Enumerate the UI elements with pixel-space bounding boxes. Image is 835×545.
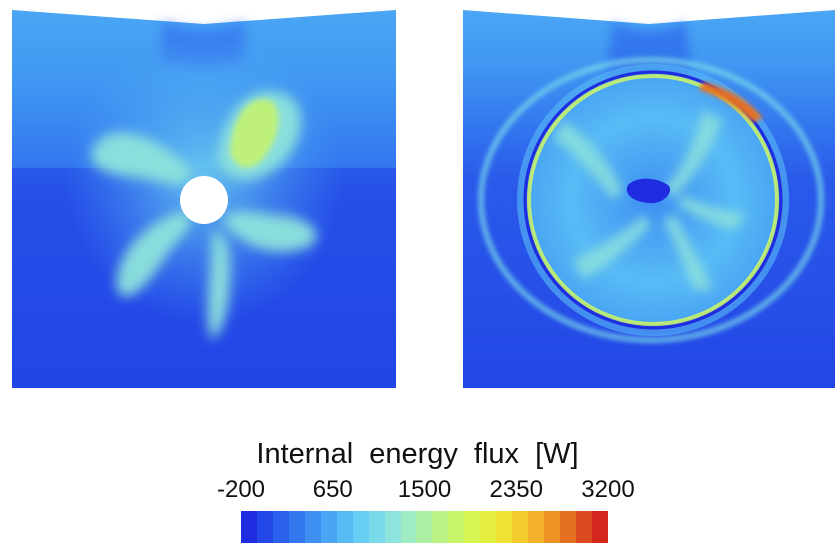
colorbar-swatch (272, 511, 289, 543)
colorbar-swatch (576, 511, 592, 543)
colorbar-swatch (368, 511, 385, 543)
turbine-hub-wake (626, 178, 671, 204)
colorbar-swatch (256, 511, 273, 543)
colorbar-tick-label: 2350 (489, 476, 543, 503)
colorbar-title: Internal energy flux [W] (256, 438, 579, 470)
turbine-rim (527, 74, 779, 326)
turbine-rim-outer (523, 70, 783, 330)
left-hot-zone (230, 99, 279, 168)
right-shock-ring (478, 57, 824, 343)
colorbar-swatch (448, 511, 465, 543)
colorbar-swatch (320, 511, 337, 543)
colorbar-swatch (496, 511, 513, 543)
colorbar-swatch (400, 511, 417, 543)
colorbar-swatch (241, 511, 257, 543)
colorbar (241, 511, 608, 543)
right-flow-panel (463, 10, 835, 388)
colorbar-swatch (528, 511, 545, 543)
colorbar-swatch (416, 511, 433, 543)
colorbar-swatch (384, 511, 401, 543)
turbine-disc-halo (517, 64, 789, 336)
colorbar-swatch (336, 511, 353, 543)
colorbar-swatch (352, 511, 369, 543)
turbine-streaks (553, 110, 748, 290)
left-flow-panel (12, 10, 396, 388)
left-blades (91, 91, 317, 340)
colorbar-swatch (480, 511, 497, 543)
colorbar-swatch (560, 511, 577, 543)
colorbar-swatch (288, 511, 305, 543)
colorbar-swatch (304, 511, 321, 543)
colorbar-tick-label: 650 (312, 476, 353, 503)
colorbar-swatch (512, 511, 529, 543)
colorbar-tick-label: 1500 (397, 476, 452, 503)
impeller-hub (180, 176, 228, 224)
colorbar-tick-label: -200 (216, 476, 266, 503)
colorbar-swatch (432, 511, 449, 543)
colorbar-swatch (464, 511, 481, 543)
turbine-hot-spot (699, 82, 763, 122)
colorbar-swatch (544, 511, 561, 543)
colorbar-swatch (591, 511, 608, 543)
colorbar-tick-label: 3200 (581, 476, 635, 503)
